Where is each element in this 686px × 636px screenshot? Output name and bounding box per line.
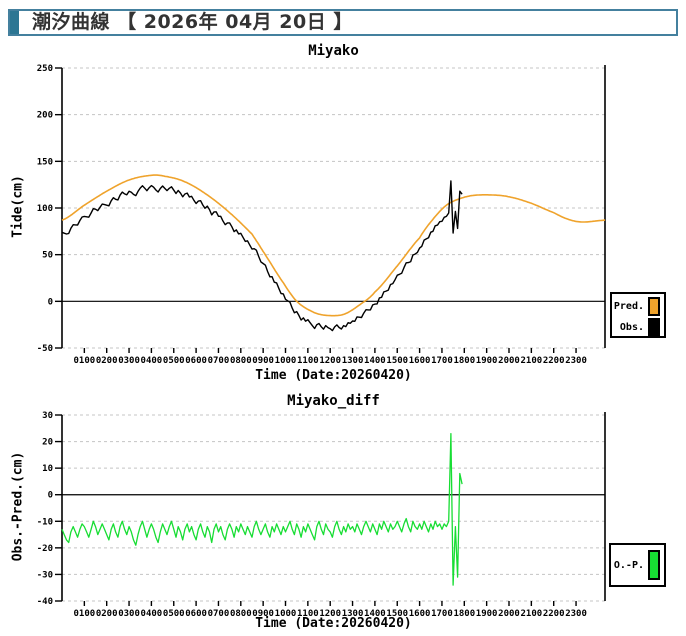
legend-item-pred: Pred. bbox=[612, 297, 664, 316]
chart2-xtick-label: 1300 bbox=[342, 609, 364, 619]
chart1-xtick-label: 0100 bbox=[74, 356, 96, 366]
chart1-ytick-label: 50 bbox=[42, 251, 53, 261]
chart2-xtick-label: 0800 bbox=[230, 609, 252, 619]
chart2-xtick-label: 1200 bbox=[319, 609, 341, 619]
chart2-ytick-label: 30 bbox=[42, 411, 53, 421]
page-header: 潮汐曲線 【 2026年 04月 20日 】 bbox=[8, 9, 678, 36]
chart1-legend: Pred. Obs. bbox=[610, 292, 666, 338]
chart1-ytick-label: 250 bbox=[37, 64, 53, 74]
chart1-xtick-label: 1500 bbox=[386, 356, 408, 366]
chart2-ytick-label: -20 bbox=[37, 544, 53, 554]
chart2-xtick-label: 0400 bbox=[141, 609, 163, 619]
chart2-x-axis-label: Time (Date:20260420) bbox=[255, 616, 412, 631]
legend-item-op: O.-P. bbox=[611, 545, 664, 585]
chart2-xtick-label: 2200 bbox=[543, 609, 565, 619]
chart1-xtick-label: 0900 bbox=[252, 356, 274, 366]
chart1-xtick-label: 1400 bbox=[364, 356, 386, 366]
chart1-ytick-label: 0 bbox=[48, 297, 53, 307]
chart1-xtick-label: 1000 bbox=[275, 356, 297, 366]
chart2-ytick-label: -30 bbox=[37, 570, 53, 580]
chart2-ytick-label: -10 bbox=[37, 517, 53, 527]
chart2-ytick-label: 10 bbox=[42, 464, 53, 474]
chart2-xtick-label: 0700 bbox=[208, 609, 230, 619]
chart2-xtick-label: 0900 bbox=[252, 609, 274, 619]
chart1-ytick-label: -50 bbox=[37, 344, 53, 354]
chart1-xtick-label: 0200 bbox=[96, 356, 118, 366]
chart2-ytick-label: 20 bbox=[42, 438, 53, 448]
chart1-xtick-label: 0400 bbox=[141, 356, 163, 366]
chart1-xtick-label: 0600 bbox=[185, 356, 207, 366]
page-title: 潮汐曲線 【 2026年 04月 20日 】 bbox=[32, 11, 353, 33]
chart1-xtick-label: 1300 bbox=[342, 356, 364, 366]
chart2-ytick-label: -40 bbox=[37, 597, 53, 607]
chart2-xtick-label: 0300 bbox=[118, 609, 140, 619]
chart2-y-axis-label: Obs.-Pred.(cm) bbox=[10, 451, 26, 562]
chart1-xtick-label: 0800 bbox=[230, 356, 252, 366]
obs-line bbox=[61, 180, 463, 332]
chart2-title: Miyako_diff bbox=[287, 393, 380, 409]
chart1-xtick-label: 1100 bbox=[297, 356, 319, 366]
chart1-ytick-label: 100 bbox=[37, 204, 53, 214]
legend-label-op: O.-P. bbox=[613, 559, 644, 571]
chart1-xtick-label: 1200 bbox=[319, 356, 341, 366]
chart2-xtick-label: 2300 bbox=[565, 609, 587, 619]
chart2-xtick-label: 0500 bbox=[163, 609, 185, 619]
chart1-xtick-label: 2100 bbox=[521, 356, 543, 366]
chart2-xtick-label: 1600 bbox=[409, 609, 431, 619]
diff-line bbox=[61, 432, 463, 586]
chart2-xtick-label: 2100 bbox=[521, 609, 543, 619]
chart1-ytick-label: 200 bbox=[37, 111, 53, 121]
chart1-xtick-label: 0700 bbox=[208, 356, 230, 366]
legend-label-pred: Pred. bbox=[613, 301, 644, 312]
chart2-ytick-label: 0 bbox=[48, 491, 53, 501]
chart2-xtick-label: 1900 bbox=[476, 609, 498, 619]
chart1-xtick-label: 1600 bbox=[409, 356, 431, 366]
chart2-xtick-label: 1500 bbox=[386, 609, 408, 619]
chart1-xtick-label: 2200 bbox=[543, 356, 565, 366]
chart1-xtick-label: 1800 bbox=[453, 356, 475, 366]
chart1-xtick-label: 2300 bbox=[565, 356, 587, 366]
chart1-y-axis-label: Tide(cm) bbox=[10, 175, 26, 238]
chart1-xtick-label: 0500 bbox=[163, 356, 185, 366]
chart1-xtick-label: 1700 bbox=[431, 356, 453, 366]
chart1-x-axis-label: Time (Date:20260420) bbox=[255, 368, 412, 383]
chart2-xtick-label: 1100 bbox=[297, 609, 319, 619]
pred-color-swatch bbox=[648, 297, 660, 316]
chart2-xtick-label: 1000 bbox=[275, 609, 297, 619]
chart2-legend: O.-P. bbox=[609, 543, 666, 587]
chart1-xtick-label: 1900 bbox=[476, 356, 498, 366]
pred-line bbox=[61, 174, 606, 317]
chart2-xtick-label: 2000 bbox=[498, 609, 520, 619]
chart2-xtick-label: 0100 bbox=[74, 609, 96, 619]
op-color-swatch bbox=[648, 550, 660, 580]
chart1-xtick-label: 2000 bbox=[498, 356, 520, 366]
chart1-ytick-label: 150 bbox=[37, 157, 53, 167]
legend-label-obs: Obs. bbox=[619, 322, 644, 333]
chart2-xtick-label: 0200 bbox=[96, 609, 118, 619]
chart2-xtick-label: 1700 bbox=[431, 609, 453, 619]
obs-color-swatch bbox=[648, 318, 660, 337]
chart1-xtick-label: 0300 bbox=[118, 356, 140, 366]
legend-item-obs: Obs. bbox=[612, 318, 664, 337]
chart2-xtick-label: 1800 bbox=[453, 609, 475, 619]
chart1-title: Miyako bbox=[308, 43, 359, 59]
chart2-xtick-label: 0600 bbox=[185, 609, 207, 619]
chart2-xtick-label: 1400 bbox=[364, 609, 386, 619]
header-accent-bar bbox=[10, 11, 19, 34]
